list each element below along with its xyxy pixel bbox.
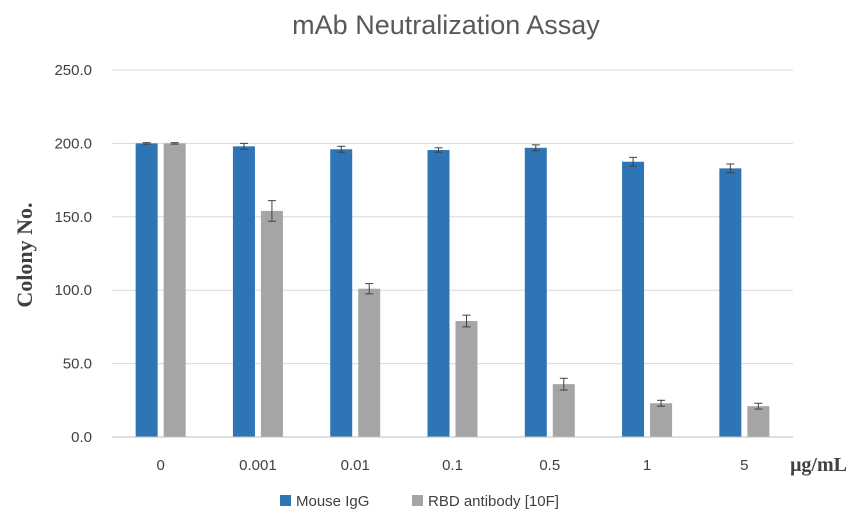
error-bars <box>142 142 763 410</box>
y-tick-label: 150.0 <box>54 209 92 226</box>
bar-mouse-igg-3 <box>427 150 450 438</box>
bar-mouse-igg-5 <box>622 161 645 437</box>
bars <box>135 143 770 438</box>
y-tick-label: 200.0 <box>54 135 92 152</box>
x-tick-label: 0.01 <box>341 457 370 474</box>
bar-rbd-antibody-2 <box>358 288 381 437</box>
x-tick-label: 0 <box>156 457 164 474</box>
chart-title: mAb Neutralization Assay <box>292 10 600 40</box>
bar-rbd-antibody-6 <box>747 406 770 437</box>
legend-swatch <box>280 495 291 506</box>
legend: Mouse IgG RBD antibody [10F] <box>280 493 559 510</box>
x-tick-labels: 0 0.001 0.01 0.1 0.5 1 5 <box>156 457 748 474</box>
x-tick-label: 1 <box>643 457 651 474</box>
bar-rbd-antibody-5 <box>650 403 673 437</box>
y-tick-label: 50.0 <box>63 356 92 373</box>
x-tick-label: 0.5 <box>539 457 560 474</box>
bar-mouse-igg-4 <box>524 147 547 437</box>
bar-mouse-igg-2 <box>330 149 353 437</box>
x-axis-unit-label: μg/mL <box>790 454 847 476</box>
legend-label: Mouse IgG <box>296 493 369 510</box>
y-tick-labels: 0.0 50.0 100.0 150.0 200.0 250.0 <box>54 62 92 446</box>
bar-mouse-igg-1 <box>232 146 255 437</box>
bar-rbd-antibody-0 <box>163 143 186 437</box>
bar-mouse-igg-0 <box>135 143 158 437</box>
gridlines <box>112 69 793 365</box>
y-tick-label: 250.0 <box>54 62 92 79</box>
x-tick-label: 0.1 <box>442 457 463 474</box>
y-tick-label: 0.0 <box>71 429 92 446</box>
x-tick-label: 5 <box>740 457 748 474</box>
legend-swatch <box>412 495 423 506</box>
y-axis-label: Colony No. <box>12 202 37 307</box>
bar-mouse-igg-6 <box>719 168 742 437</box>
bar-rbd-antibody-4 <box>552 384 575 437</box>
y-tick-label: 100.0 <box>54 282 92 299</box>
bar-rbd-antibody-1 <box>260 210 283 437</box>
legend-label: RBD antibody [10F] <box>428 493 559 510</box>
bar-rbd-antibody-3 <box>455 321 478 437</box>
x-tick-label: 0.001 <box>239 457 277 474</box>
